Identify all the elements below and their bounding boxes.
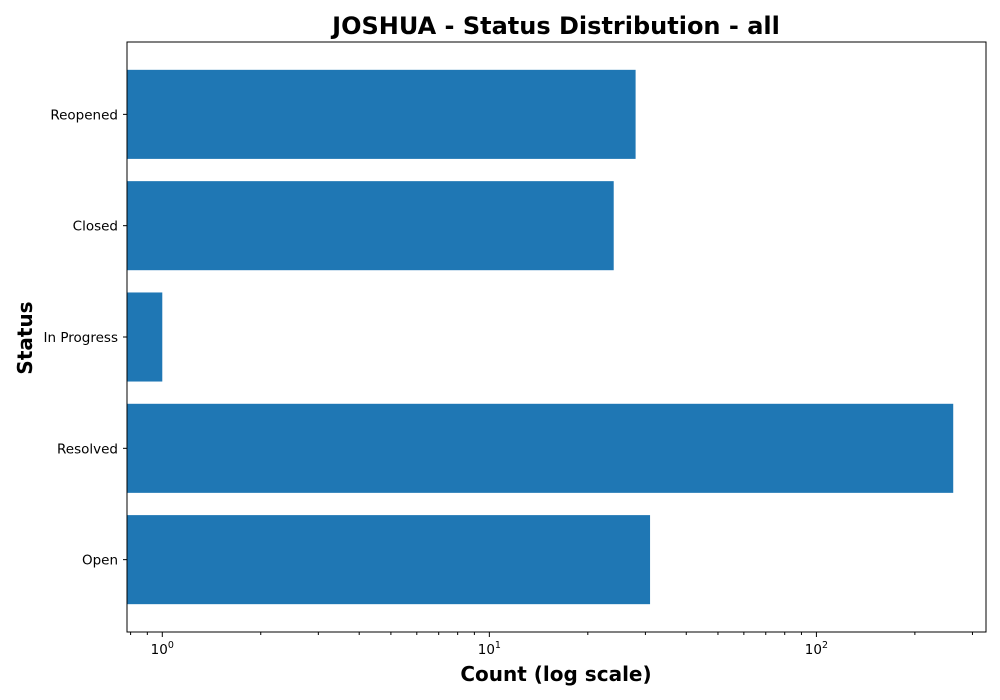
y-tick-label-in-progress: In Progress bbox=[44, 330, 118, 346]
bar-closed bbox=[127, 181, 614, 271]
x-axis-ticks: 100 101 102 bbox=[130, 632, 973, 658]
bar-reopened bbox=[127, 69, 636, 159]
plot-frame bbox=[126, 41, 987, 633]
x-tick-label: 102 bbox=[805, 640, 828, 658]
y-axis-label: Status bbox=[13, 301, 37, 374]
bar-open bbox=[127, 515, 651, 605]
y-tick-label-reopened: Reopened bbox=[50, 107, 118, 123]
bars-group bbox=[127, 69, 954, 605]
x-axis-label: Count (log scale) bbox=[460, 662, 651, 686]
y-tick-label-closed: Closed bbox=[73, 219, 118, 235]
y-tick-label-resolved: Resolved bbox=[57, 441, 118, 457]
x-tick-label: 101 bbox=[478, 640, 501, 658]
y-tick-label-open: Open bbox=[82, 553, 118, 569]
bar-in-progress bbox=[127, 292, 163, 382]
y-axis-ticks: Open Resolved In Progress Closed Reopened bbox=[44, 107, 127, 569]
x-tick-label: 100 bbox=[151, 640, 174, 658]
chart-title: JOSHUA - Status Distribution - all bbox=[330, 12, 780, 40]
bar-resolved bbox=[127, 403, 954, 493]
